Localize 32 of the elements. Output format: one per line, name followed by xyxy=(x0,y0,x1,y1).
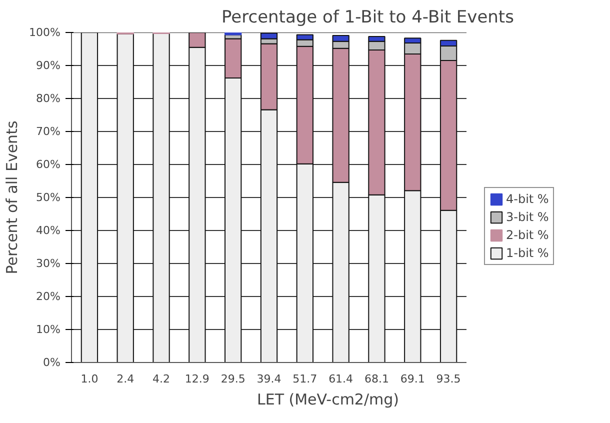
y-tick-label: 40% xyxy=(36,224,61,237)
bar xyxy=(80,32,98,362)
x-tick-label: 69.1 xyxy=(400,372,425,386)
y-tick-label: 30% xyxy=(36,257,61,270)
y-tick-label: 70% xyxy=(36,125,61,138)
x-tick-label: 51.7 xyxy=(292,372,318,386)
y-tick-label: 90% xyxy=(36,59,61,72)
x-tick-label: 4.2 xyxy=(152,372,170,386)
bar xyxy=(116,33,134,362)
y-tick-label: 100% xyxy=(29,26,61,39)
y-tick-label: 0% xyxy=(43,356,60,369)
x-tick-label: 1.0 xyxy=(80,372,98,386)
x-tick-label: 39.4 xyxy=(256,372,282,386)
x-tick-label: 12.9 xyxy=(184,372,210,386)
chart-title: Percentage of 1-Bit to 4-Bit Events xyxy=(222,8,514,28)
y-tick-label: 20% xyxy=(36,290,61,303)
y-tick-label: 80% xyxy=(36,92,61,105)
y-tick-label: 10% xyxy=(36,323,61,336)
legend-label: 3-bit % xyxy=(506,210,549,224)
x-tick-label: 68.1 xyxy=(364,372,389,386)
legend-label: 1-bit % xyxy=(506,246,549,260)
y-tick-label: 60% xyxy=(36,158,61,171)
x-tick-label: 61.4 xyxy=(328,372,354,386)
y-axis-title: Percent of all Events xyxy=(3,120,22,274)
x-tick-label: 2.4 xyxy=(116,372,134,386)
x-tick-label: 93.5 xyxy=(436,372,461,386)
bar xyxy=(152,32,170,362)
legend-label: 4-bit % xyxy=(506,192,549,206)
y-tick-label: 50% xyxy=(36,191,61,204)
x-tick-label: 29.5 xyxy=(220,372,246,386)
x-axis-title: LET (MeV-cm2/mg) xyxy=(256,390,400,408)
legend-label: 2-bit % xyxy=(506,228,549,242)
